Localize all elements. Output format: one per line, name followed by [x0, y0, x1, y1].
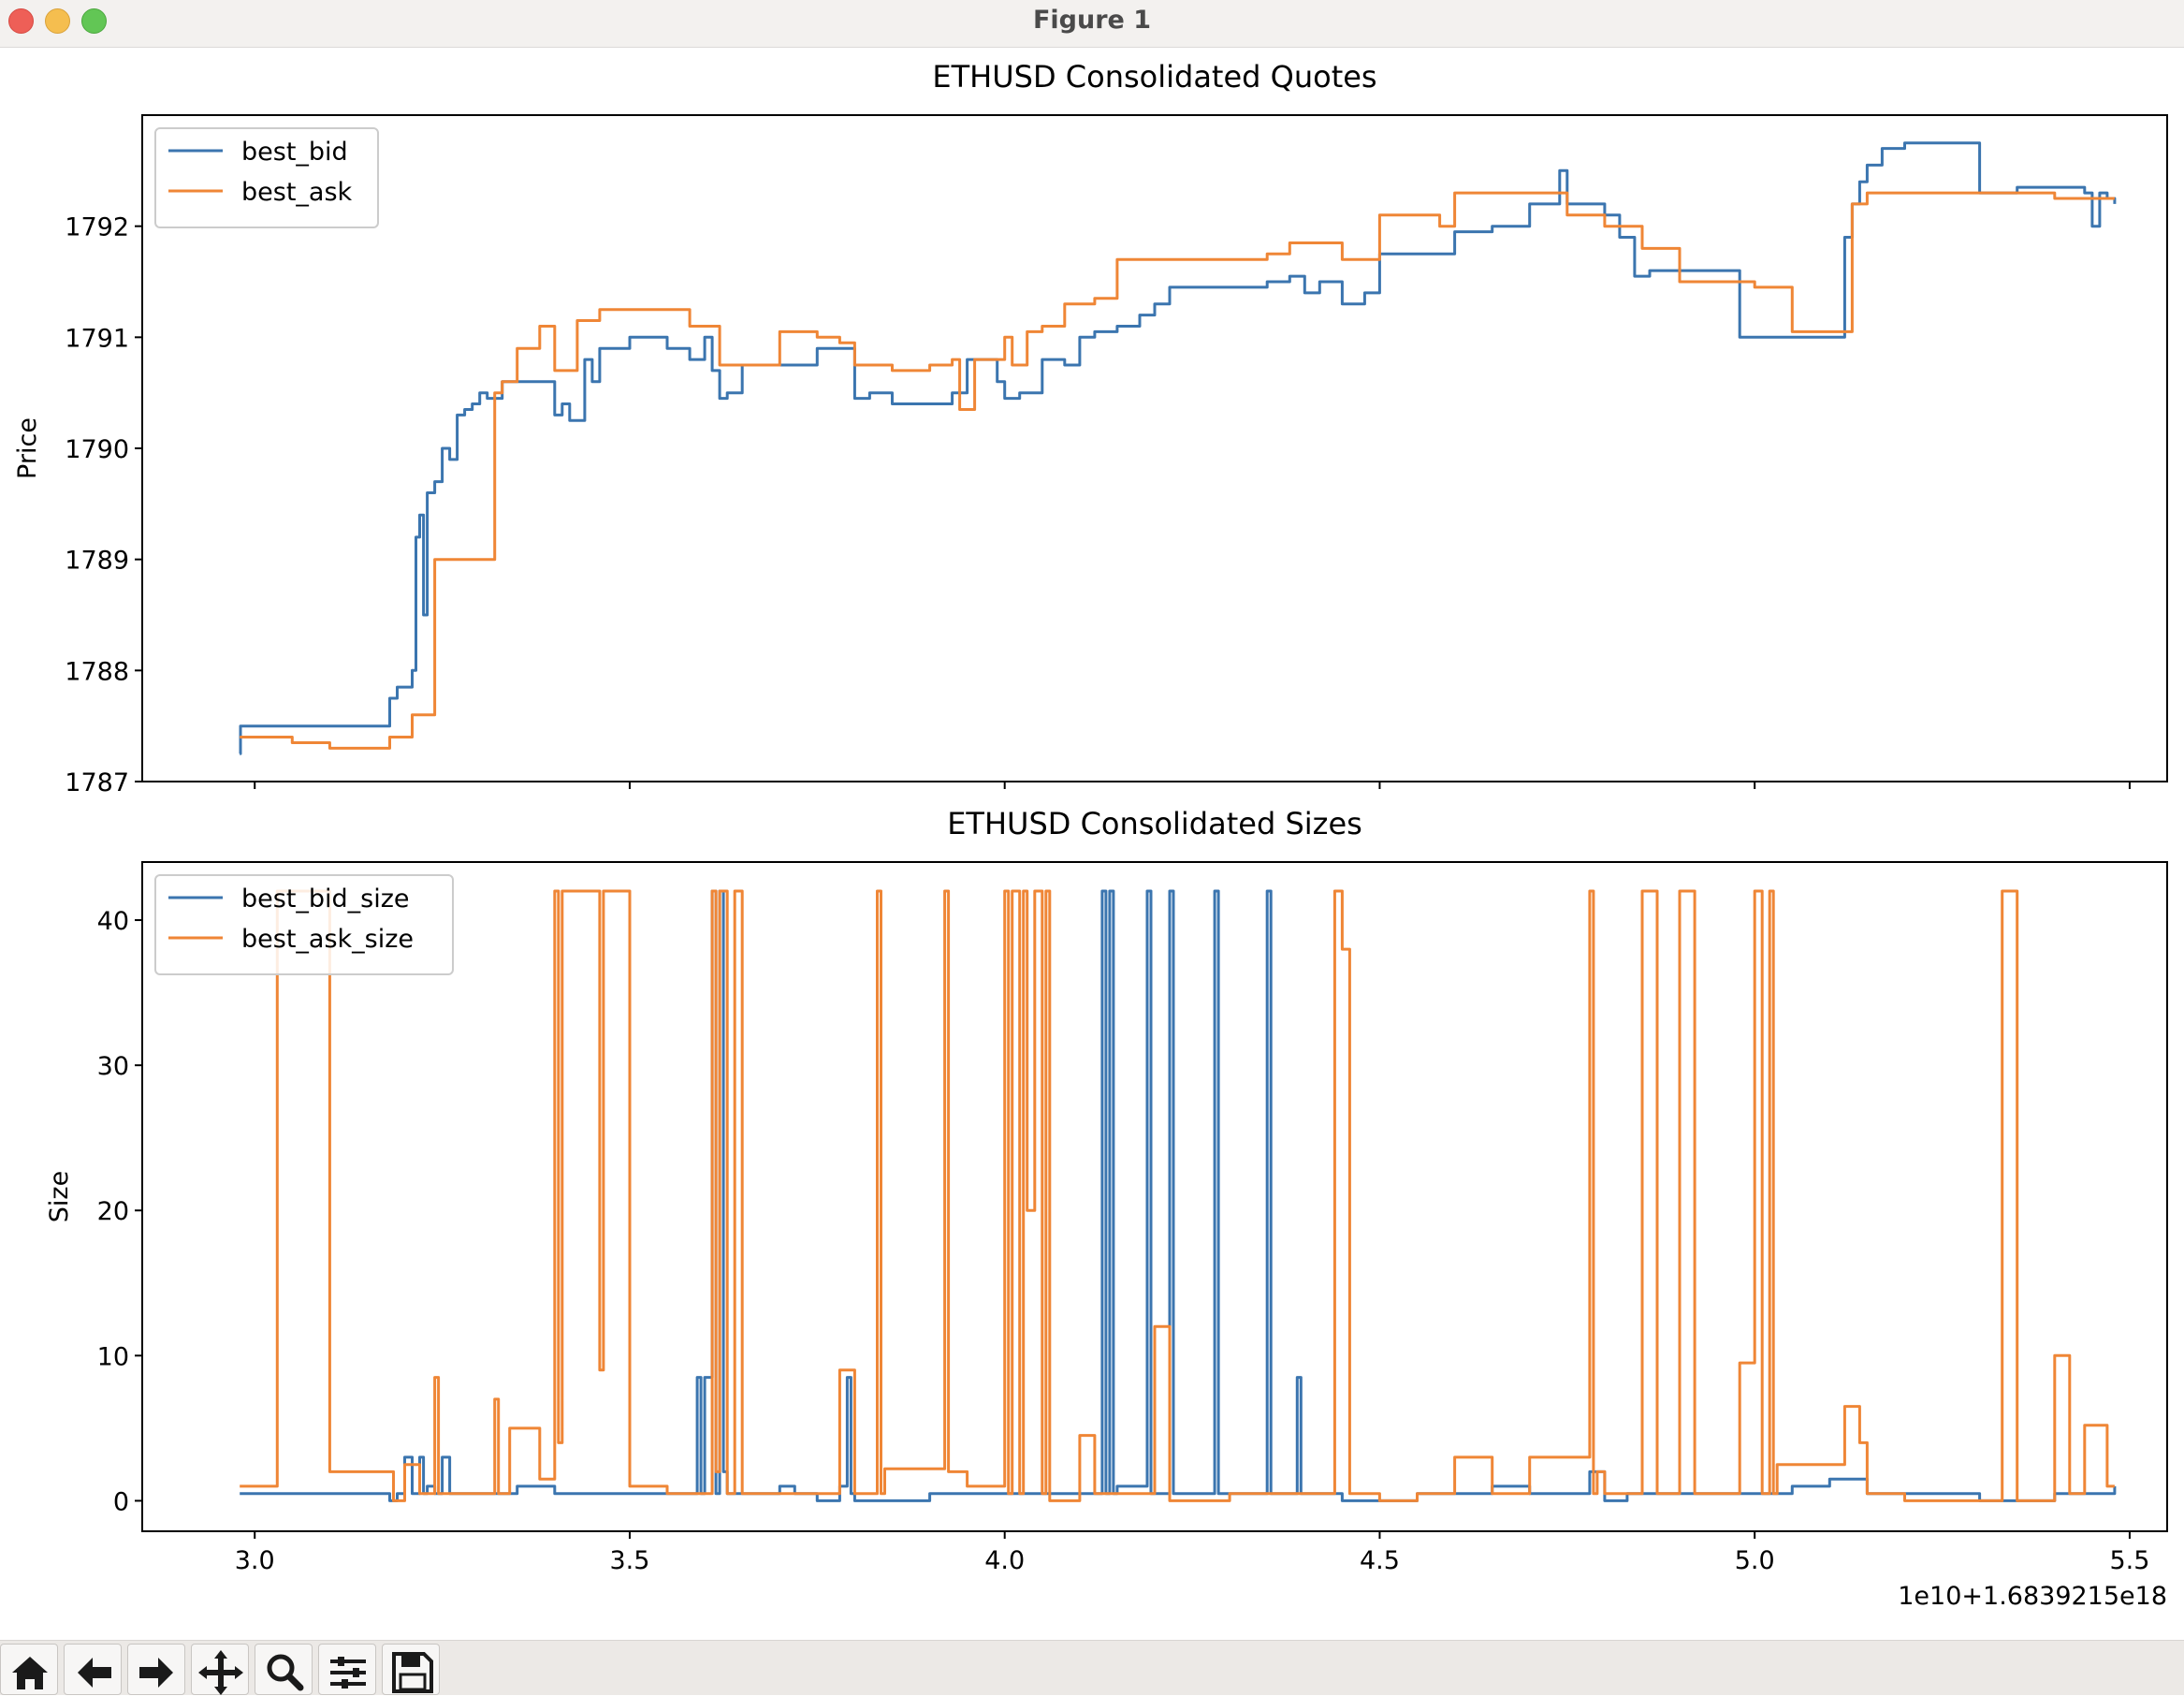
- zoom-magnifier-icon: [267, 1654, 304, 1691]
- y-tick-label: 10: [97, 1342, 129, 1371]
- forward-arrow-icon: [139, 1658, 173, 1688]
- y-tick-label: 0: [113, 1487, 129, 1516]
- chart-title: ETHUSD Consolidated Sizes: [947, 806, 1362, 841]
- legend-label: best_bid_size: [241, 885, 410, 914]
- pan-move-icon: [198, 1650, 243, 1695]
- legend-box: [154, 127, 379, 228]
- configure-subplots-button[interactable]: [318, 1644, 376, 1695]
- subplot-2: 0 10 20 30 40 3.0 3.5 4.0 4.5 5.0 5.5 1e10+1.683921…: [45, 806, 2168, 1611]
- figure-canvas: 1787 1788 1789 1790 1791 1792 ETHUSD Consolida…: [13, 59, 2168, 1611]
- home-icon: [12, 1657, 48, 1689]
- x-tick-label: 3.5: [609, 1546, 649, 1575]
- y-tick-label: 1792: [65, 213, 129, 242]
- legend-box: [154, 874, 454, 975]
- y-tick-label: 1789: [65, 547, 129, 576]
- back-arrow-icon: [78, 1658, 111, 1688]
- back-button[interactable]: [64, 1644, 122, 1695]
- y-axis-label: Size: [45, 1171, 74, 1222]
- maximize-window-button[interactable]: [81, 8, 107, 34]
- y-tick-label: 1787: [65, 768, 129, 797]
- zoom-button[interactable]: [255, 1644, 313, 1695]
- plot-area: [142, 115, 2167, 782]
- series-line-best-ask-size: [240, 889, 2115, 1502]
- y-tick-label: 40: [97, 907, 129, 936]
- x-tick-label: 4.5: [1360, 1546, 1400, 1575]
- y-tick-label: 20: [97, 1197, 129, 1226]
- forward-button[interactable]: [127, 1644, 185, 1695]
- series-line-best-ask: [240, 191, 2115, 750]
- legend-label: best_ask: [241, 178, 353, 207]
- series-line-best-bid: [239, 141, 2117, 755]
- y-axis-label: Price: [13, 417, 42, 479]
- y-tick-label: 1791: [65, 324, 129, 353]
- legend: best_bid_size best_ask_size: [154, 874, 454, 975]
- y-tick-label: 30: [97, 1052, 129, 1081]
- configure-subplots-icon: [330, 1657, 366, 1689]
- legend: best_bid best_ask: [154, 127, 379, 228]
- series-group: [239, 141, 2117, 755]
- x-tick-label: 5.5: [2109, 1546, 2149, 1575]
- legend-label: best_bid: [241, 138, 348, 167]
- x-tick-label: 3.0: [235, 1546, 275, 1575]
- y-tick-label: 1790: [65, 435, 129, 464]
- navigation-toolbar: [0, 1640, 2184, 1695]
- y-tick-label: 1788: [65, 657, 129, 686]
- home-button[interactable]: [0, 1644, 58, 1695]
- x-axis-offset-label: 1e10+1.6839215e18: [1898, 1582, 2167, 1611]
- chart-title: ETHUSD Consolidated Quotes: [932, 59, 1376, 95]
- series-group: [240, 889, 2117, 1502]
- legend-label: best_ask_size: [241, 925, 414, 954]
- window-titlebar: Figure 1: [0, 0, 2184, 48]
- pan-button[interactable]: [191, 1644, 249, 1695]
- x-tick-label: 4.0: [984, 1546, 1025, 1575]
- minimize-window-button[interactable]: [45, 8, 70, 34]
- window-title: Figure 1: [1032, 6, 1152, 35]
- x-tick-label: 5.0: [1735, 1546, 1775, 1575]
- subplot-1: 1787 1788 1789 1790 1791 1792 ETHUSD Consolida…: [13, 59, 2168, 797]
- close-window-button[interactable]: [8, 8, 34, 34]
- plot-frame: [141, 861, 2168, 1532]
- save-floppy-icon: [392, 1652, 433, 1693]
- save-button[interactable]: [382, 1644, 440, 1695]
